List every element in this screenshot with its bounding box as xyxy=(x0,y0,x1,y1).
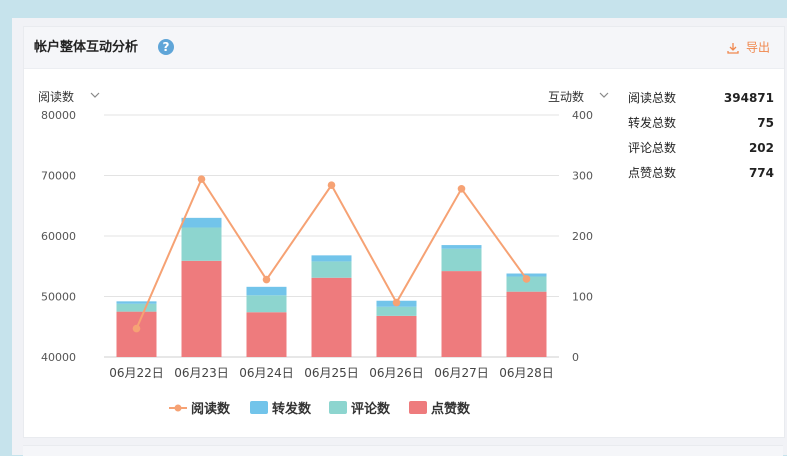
bar-segment xyxy=(441,248,482,272)
legend-swatch xyxy=(329,401,347,414)
y-right-tick-label: 300 xyxy=(572,170,593,183)
help-icon[interactable]: ? xyxy=(158,39,174,55)
export-button[interactable]: 导出 xyxy=(727,39,770,55)
stat-value: 394871 xyxy=(723,91,774,105)
x-tick-label: 06月28日 xyxy=(499,366,554,380)
card-header: 帐户整体互动分析 ? 导出 xyxy=(24,27,784,69)
bar-segment xyxy=(116,311,157,357)
x-tick-label: 06月25日 xyxy=(304,366,359,380)
y-left-tick-label: 40000 xyxy=(41,351,76,364)
legend-label: 点赞数 xyxy=(431,401,471,417)
next-card-edge xyxy=(23,445,783,456)
bar-segment xyxy=(181,227,222,261)
left-axis-selector[interactable]: 阅读数 xyxy=(38,89,74,104)
bar-segment xyxy=(246,312,287,357)
chevron-down-icon[interactable] xyxy=(90,92,100,98)
stat-label: 转发总数 xyxy=(628,116,677,130)
card-title: 帐户整体互动分析 xyxy=(34,40,139,55)
stat-value: 202 xyxy=(748,141,774,155)
reads-point xyxy=(392,298,401,307)
y-left-tick-label: 50000 xyxy=(41,291,76,304)
x-tick-label: 06月24日 xyxy=(239,366,294,380)
bar-segment xyxy=(376,315,417,357)
stat-row: 转发总数 75 xyxy=(628,115,774,140)
y-left-tick-label: 70000 xyxy=(41,170,76,183)
x-tick-label: 06月26日 xyxy=(369,366,424,380)
bar-segment xyxy=(246,286,287,296)
y-right-tick-label: 100 xyxy=(572,291,593,304)
bar-segment xyxy=(441,271,482,357)
bar-segment xyxy=(311,277,352,357)
bar-segment xyxy=(116,301,157,304)
bar-segment xyxy=(311,261,352,278)
bar-segment xyxy=(441,245,482,249)
legend-label: 评论数 xyxy=(351,401,391,417)
stat-value: 75 xyxy=(757,116,774,130)
legend-label: 转发数 xyxy=(272,401,312,417)
legend-swatch xyxy=(409,401,427,414)
summary-stats: 阅读总数 394871 转发总数 75 评论总数 202 点赞总数 774 xyxy=(628,90,774,190)
stat-value: 774 xyxy=(748,166,774,180)
bar-segment xyxy=(181,260,222,357)
legend-point-swatch xyxy=(174,404,182,412)
legend-swatch xyxy=(250,401,268,414)
download-icon xyxy=(727,42,739,54)
bar-segment xyxy=(246,295,287,313)
export-label: 导出 xyxy=(745,40,770,55)
interaction-chart: 阅读数 互动数 40000 0 50000 100 60000 200 70000 300 8000… xyxy=(38,89,609,417)
y-left-tick-label: 60000 xyxy=(41,230,76,243)
stat-label: 评论总数 xyxy=(628,141,677,155)
reads-point xyxy=(457,185,466,193)
right-axis-selector[interactable]: 互动数 xyxy=(548,89,584,104)
reads-point xyxy=(197,175,206,183)
x-tick-label: 06月23日 xyxy=(174,366,229,380)
reads-point xyxy=(522,275,531,283)
bar-segment xyxy=(376,306,417,316)
bar-segment xyxy=(116,303,157,312)
interaction-analysis-card: 帐户整体互动分析 ? 导出 阅读数 互动数 40000 0 50000 100 60000 2… xyxy=(23,26,785,438)
bar-segment xyxy=(181,217,222,228)
bar-segment xyxy=(506,291,547,357)
y-right-tick-label: 0 xyxy=(572,351,579,364)
reads-point xyxy=(132,324,141,333)
bar-segment xyxy=(506,273,547,277)
x-tick-label: 06月27日 xyxy=(434,366,489,380)
y-right-tick-label: 200 xyxy=(572,230,593,243)
chevron-down-icon[interactable] xyxy=(599,92,609,98)
reads-point xyxy=(262,275,271,284)
bar-segment xyxy=(311,255,352,262)
y-left-tick-label: 80000 xyxy=(41,109,76,122)
stat-row: 阅读总数 394871 xyxy=(628,90,774,115)
reads-point xyxy=(327,181,336,189)
stat-row: 评论总数 202 xyxy=(628,140,774,165)
x-tick-label: 06月22日 xyxy=(109,366,164,380)
legend-label: 阅读数 xyxy=(191,401,231,417)
bar-segment xyxy=(506,276,547,292)
stat-label: 阅读总数 xyxy=(628,91,677,105)
y-right-tick-label: 400 xyxy=(572,109,593,122)
stat-label: 点赞总数 xyxy=(628,166,677,180)
stat-row: 点赞总数 774 xyxy=(628,165,774,190)
analytics-panel: 帐户整体互动分析 ? 导出 阅读数 互动数 40000 0 50000 100 60000 2… xyxy=(12,18,787,456)
